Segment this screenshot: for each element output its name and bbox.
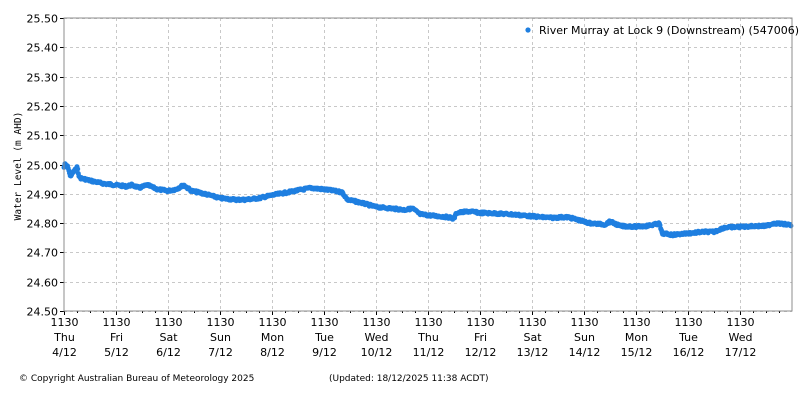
x-tick-date: 10/12: [361, 346, 393, 359]
x-tick-day: Thu: [53, 331, 75, 344]
x-tick-label: 1130 Tue 9/12: [311, 316, 339, 359]
x-tick-label: 1130 Fri 5/12: [103, 316, 131, 359]
x-tick-date: 14/12: [569, 346, 601, 359]
x-tick-day: Thu: [417, 331, 439, 344]
x-tick-day: Wed: [729, 331, 753, 344]
data-point: [75, 166, 81, 172]
x-tick-date: 4/12: [52, 346, 77, 359]
data-point: [788, 223, 794, 229]
x-tick-date: 12/12: [465, 346, 497, 359]
x-tick-date: 5/12: [104, 346, 129, 359]
updated-timestamp: (Updated: 18/12/2025 11:38 ACDT): [329, 374, 489, 384]
x-tick-day: Wed: [365, 331, 389, 344]
x-tick-time: 1130: [155, 316, 183, 329]
x-tick-date: 8/12: [260, 346, 285, 359]
y-tick-label: 24.50: [27, 306, 59, 319]
x-tick-label: 1130 Sat 6/12: [155, 316, 183, 359]
x-tick-time: 1130: [623, 316, 651, 329]
data-series: [61, 161, 794, 239]
legend-label: River Murray at Lock 9 (Downstream) (547…: [539, 24, 799, 37]
x-tick-date: 9/12: [312, 346, 337, 359]
x-tick-day: Tue: [678, 331, 698, 344]
x-tick-time: 1130: [363, 316, 391, 329]
x-tick-day: Sun: [210, 331, 231, 344]
x-tick-time: 1130: [415, 316, 443, 329]
x-tick-day: Fri: [110, 331, 123, 344]
y-tick-label: 24.80: [27, 218, 59, 231]
x-tick-label: 1130 Mon 15/12: [621, 316, 653, 359]
x-tick-date: 13/12: [517, 346, 549, 359]
legend: River Murray at Lock 9 (Downstream) (547…: [525, 24, 799, 37]
y-axis-title: Water Level (m AHD): [13, 112, 24, 221]
x-tick-date: 11/12: [413, 346, 445, 359]
x-tick-label: 1130 Thu 4/12: [51, 316, 79, 359]
y-tick-label: 25.10: [27, 130, 59, 143]
y-tick-label: 25.00: [27, 160, 59, 173]
x-tick-day: Sat: [159, 331, 178, 344]
x-tick-label: 1130 Wed 10/12: [361, 316, 393, 359]
x-tick-time: 1130: [727, 316, 755, 329]
x-tick-date: 15/12: [621, 346, 653, 359]
x-tick-date: 16/12: [673, 346, 705, 359]
grid-lines: [64, 18, 792, 312]
x-tick-day: Fri: [474, 331, 487, 344]
x-tick-time: 1130: [103, 316, 131, 329]
x-tick-date: 7/12: [208, 346, 233, 359]
y-tick-label: 25.40: [27, 42, 59, 55]
y-axis: 25.50 25.40 25.30 25.20 25.10 25.00 24.90 24.80…: [27, 13, 64, 319]
x-tick-label: 1130 Fri 12/12: [465, 316, 497, 359]
y-tick-label: 24.60: [27, 277, 59, 290]
x-tick-time: 1130: [467, 316, 495, 329]
x-tick-label: 1130 Sat 13/12: [517, 316, 549, 359]
x-tick-day: Sun: [574, 331, 595, 344]
x-tick-time: 1130: [571, 316, 599, 329]
x-tick-label: 1130 Thu 11/12: [413, 316, 445, 359]
x-tick-time: 1130: [675, 316, 703, 329]
x-tick-date: 6/12: [156, 346, 181, 359]
y-tick-label: 25.20: [27, 101, 59, 114]
x-tick-day: Sat: [523, 331, 542, 344]
x-tick-label: 1130 Tue 16/12: [673, 316, 705, 359]
x-tick-time: 1130: [51, 316, 79, 329]
x-tick-time: 1130: [259, 316, 287, 329]
x-axis: 1130 Thu 4/12 1130 Fri 5/12 1130 Sat 6/12 1130 Sun…: [51, 311, 780, 359]
x-tick-label: 1130 Wed 17/12: [725, 316, 757, 359]
y-tick-label: 25.30: [27, 72, 59, 85]
x-tick-label: 1130 Sun 7/12: [207, 316, 235, 359]
x-tick-time: 1130: [207, 316, 235, 329]
x-tick-time: 1130: [519, 316, 547, 329]
y-tick-label: 25.50: [27, 13, 59, 26]
x-tick-date: 17/12: [725, 346, 757, 359]
legend-marker-icon: [525, 27, 531, 33]
x-tick-day: Mon: [625, 331, 648, 344]
plot-frame: [63, 17, 793, 312]
x-tick-day: Tue: [314, 331, 334, 344]
y-tick-label: 24.90: [27, 189, 59, 202]
y-tick-label: 24.70: [27, 247, 59, 260]
x-tick-label: 1130 Mon 8/12: [259, 316, 287, 359]
x-tick-time: 1130: [311, 316, 339, 329]
copyright-text: © Copyright Australian Bureau of Meteoro…: [19, 374, 255, 384]
x-tick-day: Mon: [261, 331, 284, 344]
x-tick-label: 1130 Sun 14/12: [569, 316, 601, 359]
